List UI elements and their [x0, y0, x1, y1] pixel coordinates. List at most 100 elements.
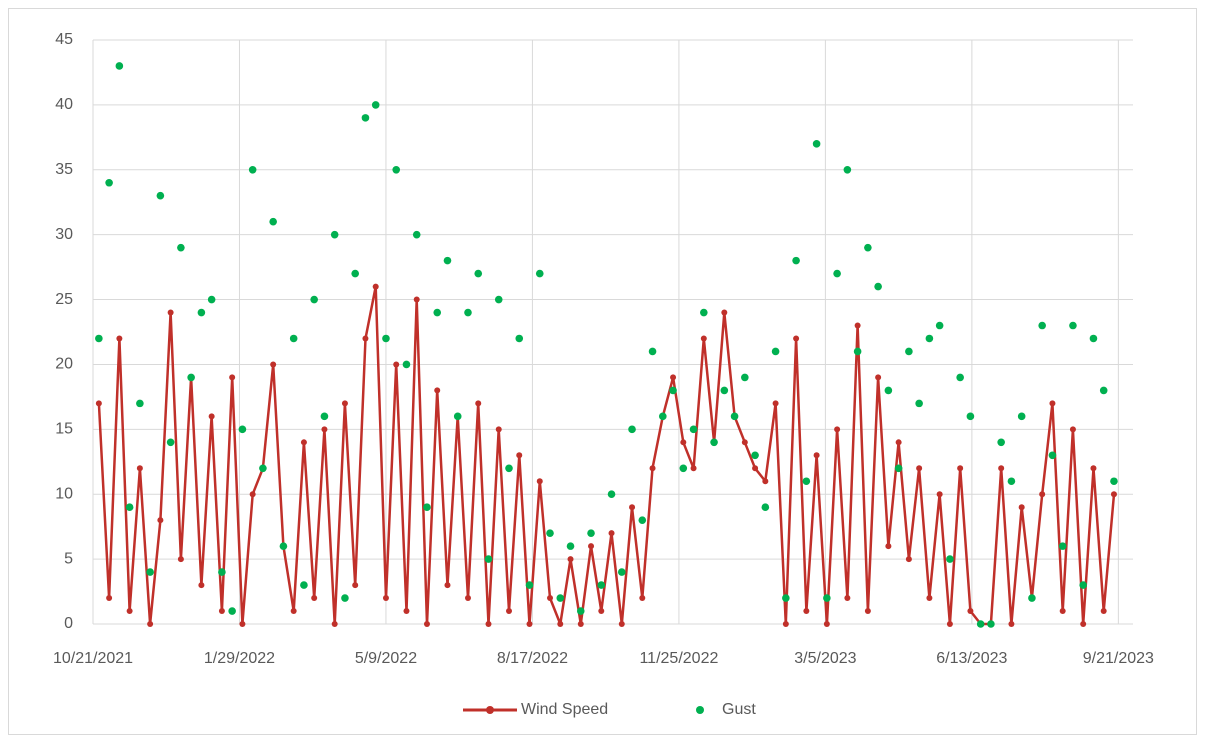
gust-point — [484, 555, 493, 563]
gust-point — [802, 477, 811, 486]
y-tick-label: 0 — [64, 615, 73, 632]
wind-point — [864, 608, 871, 615]
wind-point — [516, 452, 523, 459]
y-tick-label: 45 — [55, 31, 73, 48]
wind-point — [403, 608, 410, 615]
wind-point — [229, 374, 236, 381]
y-tick-label: 5 — [64, 550, 73, 567]
wind-point — [208, 413, 215, 420]
wind-point — [557, 621, 564, 627]
gust-point — [207, 295, 216, 304]
legend-label: Wind Speed — [521, 701, 608, 718]
y-tick-label: 10 — [55, 485, 73, 502]
wind-point — [485, 621, 492, 627]
gust-point — [238, 425, 247, 434]
gust-point — [843, 165, 852, 174]
gust-point — [915, 399, 923, 408]
gust-point — [761, 503, 770, 512]
gust-point — [782, 594, 790, 602]
gust-point — [453, 412, 462, 421]
wind-point — [895, 439, 902, 446]
gust-point — [330, 230, 339, 239]
gust-point — [587, 529, 595, 537]
wind-point — [1049, 400, 1056, 407]
chart-border — [8, 8, 1197, 735]
wind-point — [670, 374, 677, 381]
gust-point — [136, 399, 144, 408]
wind-point — [290, 608, 297, 615]
gust-point — [259, 464, 267, 473]
gust-point — [1007, 477, 1016, 486]
wind-point — [218, 608, 225, 615]
gust-point — [515, 334, 524, 343]
gust-point — [638, 516, 647, 524]
gust-point — [1038, 321, 1046, 330]
gust-point — [966, 412, 975, 421]
gust-point — [720, 386, 729, 395]
gust-point — [269, 217, 277, 226]
gust-point — [382, 334, 390, 343]
y-tick-label: 35 — [55, 161, 73, 178]
wind-point — [464, 595, 471, 602]
gust-point — [1058, 542, 1067, 550]
gust-point — [864, 243, 872, 252]
x-tick-label: 8/17/2022 — [497, 650, 568, 667]
wind-point — [721, 309, 728, 316]
wind-point — [495, 426, 502, 433]
gust-point — [443, 256, 452, 265]
wind-point — [311, 595, 318, 602]
wind-point — [547, 595, 554, 602]
wind-line — [97, 285, 1116, 626]
wind-point — [762, 478, 769, 485]
legend-label: Gust — [722, 701, 756, 718]
wind-point — [1018, 504, 1025, 511]
gust-point — [689, 425, 698, 434]
legend-marker — [486, 706, 494, 714]
gust-point — [505, 464, 513, 473]
gust-point — [289, 334, 298, 343]
x-tick-label: 9/21/2023 — [1083, 650, 1154, 667]
gust-point — [1069, 321, 1077, 330]
wind-point — [813, 452, 820, 459]
gust-point — [392, 165, 401, 174]
wind-point — [598, 608, 605, 615]
wind-point — [536, 478, 543, 485]
gust-point — [320, 412, 329, 421]
wind-point — [270, 361, 277, 368]
gust-point — [1028, 594, 1036, 602]
wind-point — [803, 608, 810, 615]
gust-point — [812, 140, 821, 148]
x-tick-label: 3/5/2023 — [794, 650, 856, 667]
gust-point — [884, 386, 893, 395]
gust-point — [525, 581, 534, 589]
wind-point — [1110, 491, 1117, 498]
gust-point — [248, 165, 257, 174]
wind-point — [331, 621, 338, 627]
wind-point — [352, 582, 359, 589]
wind-point — [844, 595, 851, 602]
gust-point — [1099, 386, 1108, 395]
gust-point — [823, 594, 831, 602]
gust-point — [987, 620, 995, 628]
gust-point — [433, 308, 442, 317]
wind-point — [1008, 621, 1015, 627]
gust-point — [228, 607, 236, 615]
gust-point — [125, 503, 134, 512]
gust-point — [1110, 477, 1118, 486]
gust-point — [833, 269, 841, 278]
gust-point — [976, 620, 985, 628]
wind-point — [526, 621, 533, 627]
wind-point — [372, 283, 379, 290]
gust-point — [659, 412, 667, 421]
gust-point — [925, 334, 934, 343]
gust-point — [351, 269, 359, 278]
wind-point — [782, 621, 789, 627]
gust-point — [95, 334, 103, 343]
gust-point — [279, 542, 288, 550]
gust-point — [648, 347, 657, 356]
wind-point — [434, 387, 441, 394]
gust-point — [423, 503, 431, 512]
wind-point — [854, 322, 861, 329]
gust-point — [156, 191, 165, 200]
gust-point — [905, 347, 913, 356]
